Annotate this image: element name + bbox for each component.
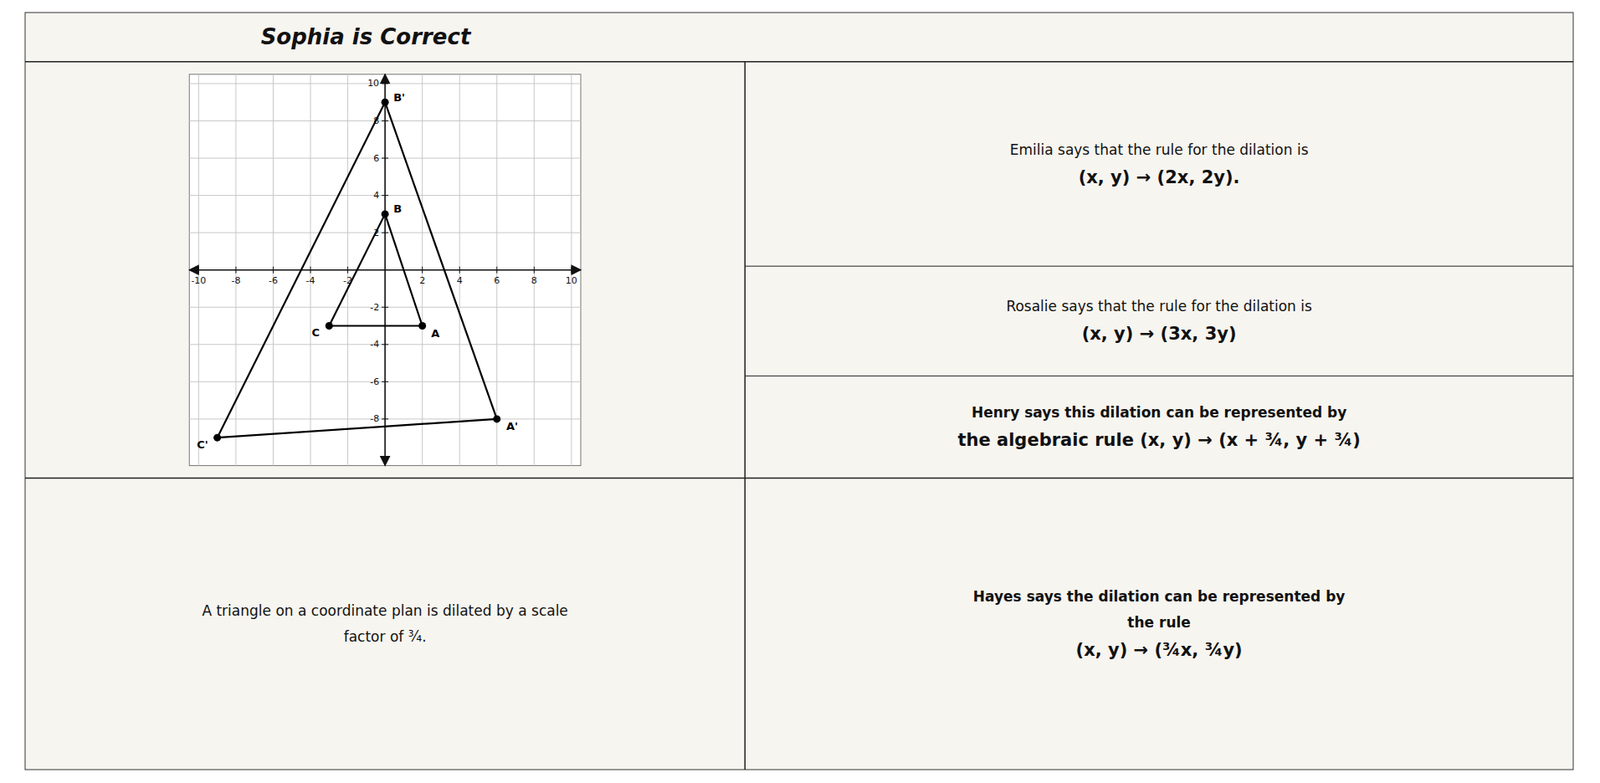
annotation: Hayes says the dilation can be represent… <box>973 588 1346 606</box>
point <box>492 415 501 423</box>
point-labels: B' A' C' B A C <box>196 91 518 452</box>
triangle <box>328 214 422 327</box>
divider <box>25 477 1574 480</box>
tick-label: 4 <box>373 189 380 201</box>
tick <box>381 120 389 122</box>
triangle <box>217 102 498 438</box>
tick <box>198 266 200 274</box>
grid-line <box>189 194 581 196</box>
annotation: the rule <box>1127 614 1191 631</box>
grid-line <box>235 74 236 467</box>
grid-line <box>272 74 274 467</box>
grid-line <box>189 120 581 122</box>
point-label: C <box>312 326 321 339</box>
tick <box>272 266 274 274</box>
tick <box>381 158 389 159</box>
tick-label: -8 <box>369 413 380 425</box>
annotation: A triangle on a coordinate plan is dilat… <box>201 602 568 620</box>
annotation: the algebraic rule (x, y) → (x + ¾, y + … <box>957 430 1360 451</box>
tick-label: -2 <box>369 302 380 313</box>
grid-line <box>533 74 535 467</box>
grid-line <box>189 418 581 420</box>
point <box>213 434 221 442</box>
title: Sophia is Correct <box>261 24 472 50</box>
grid-line <box>310 74 312 467</box>
title-rule <box>25 61 1574 63</box>
point <box>325 322 334 330</box>
tick <box>421 266 423 274</box>
grid-line <box>189 307 581 308</box>
plot-area <box>213 98 501 442</box>
grid-line <box>496 74 498 467</box>
point-label: C' <box>196 438 209 452</box>
annotation: (x, y) → (2x, 2y). <box>1078 167 1241 188</box>
tick-label: 10 <box>367 77 380 89</box>
grid-line <box>189 82 581 84</box>
annotation: Henry says this dilation can be represen… <box>971 404 1347 421</box>
tick <box>381 381 389 383</box>
y-axis <box>384 74 386 467</box>
tick-label: -4 <box>369 338 380 350</box>
divider <box>744 266 1574 267</box>
annotation: Rosalie says that the rule for the dilat… <box>1005 297 1313 315</box>
plot-frame <box>189 74 581 467</box>
tick <box>381 232 389 234</box>
tick-label: -6 <box>268 275 278 287</box>
tick-label: 6 <box>373 153 380 165</box>
point-label: A' <box>506 420 518 433</box>
point <box>381 210 390 218</box>
grid-line <box>189 232 581 234</box>
divider <box>744 61 747 770</box>
grid-line <box>189 158 581 159</box>
worksheet: Sophia is Correct A triangle on a coordin… <box>0 0 1600 783</box>
tick <box>381 194 389 196</box>
point <box>381 98 390 107</box>
tick <box>381 343 389 345</box>
grid-line <box>198 74 200 467</box>
point-label: B' <box>393 91 406 104</box>
grid-line <box>189 343 581 345</box>
tick <box>570 266 572 274</box>
tick-label: 6 <box>493 275 500 287</box>
tick-label: 10 <box>565 275 578 287</box>
point <box>418 322 426 330</box>
tick-label: 2 <box>419 275 426 287</box>
grid-line <box>189 381 581 383</box>
tick <box>381 82 389 84</box>
grid-line <box>421 74 423 467</box>
annotation: Emilia says that the rule for the dilati… <box>1010 141 1309 159</box>
tick <box>235 266 236 274</box>
tick-label: -4 <box>306 275 316 287</box>
tick <box>310 266 312 274</box>
tick <box>381 418 389 420</box>
paper <box>25 12 1574 770</box>
grid-line <box>347 74 349 467</box>
annotation: (x, y) → (3x, 3y) <box>1082 323 1237 344</box>
tick-label: -6 <box>369 376 380 388</box>
point-label: A <box>430 327 440 340</box>
point-label: B <box>393 202 402 216</box>
grid-line <box>459 74 461 467</box>
divider <box>744 375 1574 377</box>
tick <box>459 266 461 274</box>
grid-line <box>570 74 572 467</box>
tick <box>533 266 535 274</box>
tick-label: 8 <box>531 275 538 287</box>
annotation: (x, y) → (¾x, ¾y) <box>1076 640 1243 661</box>
tick-label: -8 <box>230 275 241 287</box>
tick-label: -10 <box>190 275 206 287</box>
tick-label: 4 <box>456 275 463 287</box>
tick <box>496 266 498 274</box>
tick <box>347 266 349 274</box>
annotation: factor of ¾. <box>343 628 427 646</box>
tick <box>381 307 389 308</box>
